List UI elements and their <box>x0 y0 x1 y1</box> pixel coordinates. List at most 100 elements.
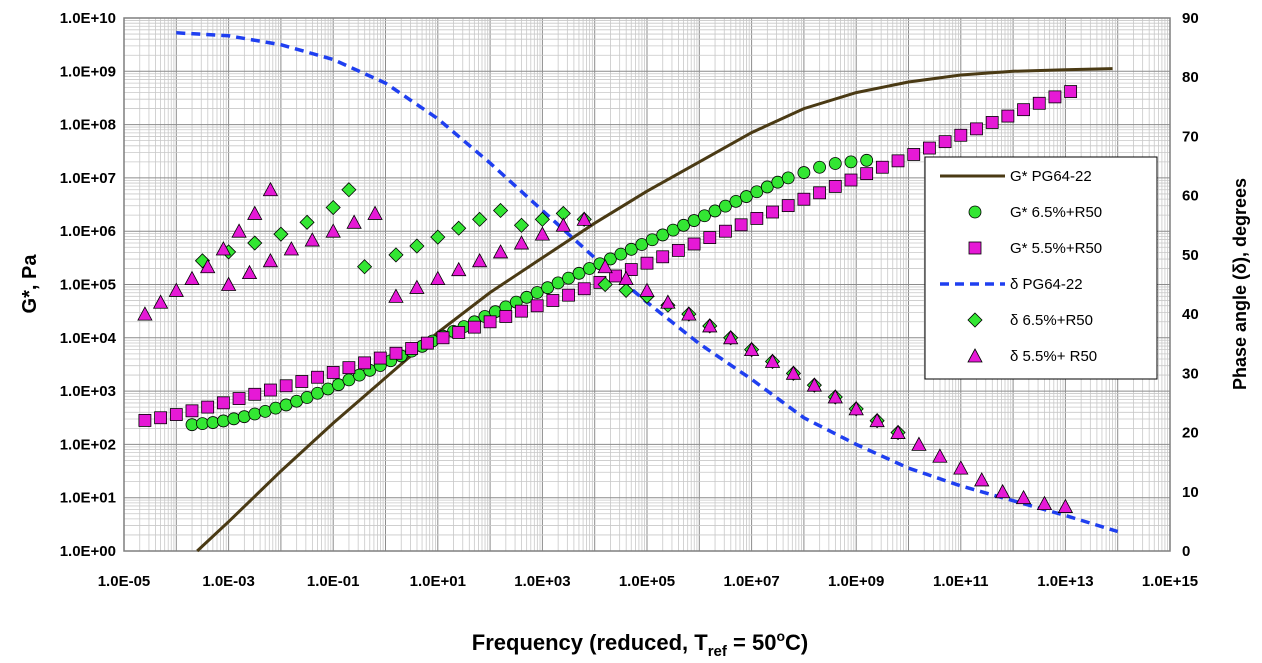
x-tick-label: 1.0E+09 <box>828 573 884 590</box>
data-point <box>645 233 659 247</box>
series-2 <box>185 153 874 432</box>
y-tick-label: 1.0E+08 <box>60 117 116 134</box>
data-point <box>666 223 680 237</box>
data-point <box>923 141 936 155</box>
data-point <box>869 412 885 428</box>
data-point <box>420 336 434 350</box>
data-point <box>436 331 450 345</box>
data-point <box>875 160 889 174</box>
y-tick-label: 1.0E+07 <box>60 170 116 187</box>
data-point <box>656 250 670 264</box>
data-point <box>389 346 403 360</box>
data-point <box>860 153 874 167</box>
data-point <box>635 238 649 251</box>
data-point <box>1001 109 1015 123</box>
data-point <box>341 182 357 198</box>
x-tick-label: 1.0E+05 <box>619 573 675 590</box>
data-point <box>405 342 419 355</box>
data-point <box>656 228 670 242</box>
y2-tick-label: 40 <box>1182 306 1199 323</box>
data-point <box>262 181 279 197</box>
legend-marker-swatch <box>968 241 982 255</box>
data-point <box>299 214 315 230</box>
data-point <box>624 263 638 276</box>
y-axis-label: G*, Pa <box>19 254 41 314</box>
data-point <box>342 361 356 375</box>
data-point <box>247 205 263 220</box>
legend-marker-swatch <box>967 348 983 363</box>
y2-tick-label: 10 <box>1182 484 1199 501</box>
data-point <box>311 370 324 384</box>
data-point <box>201 400 215 414</box>
data-point <box>326 366 340 379</box>
data-point <box>264 383 277 397</box>
data-point <box>640 256 654 270</box>
data-point <box>169 408 183 421</box>
data-point <box>472 211 488 227</box>
data-point <box>734 218 748 232</box>
data-point <box>1017 103 1030 117</box>
data-point <box>555 217 571 232</box>
data-point <box>618 282 634 298</box>
data-point <box>785 365 802 380</box>
y2-tick-label: 0 <box>1182 543 1190 560</box>
y2-tick-label: 30 <box>1182 365 1199 382</box>
data-point <box>828 180 842 193</box>
data-point <box>681 306 697 321</box>
data-point <box>698 209 711 223</box>
data-point <box>215 241 232 256</box>
data-point <box>603 252 617 266</box>
data-point <box>515 304 528 318</box>
data-point <box>766 205 779 219</box>
data-point <box>687 214 701 227</box>
data-point <box>1036 495 1053 511</box>
y2-tick-label: 80 <box>1182 69 1199 86</box>
x-tick-label: 1.0E+03 <box>514 573 570 590</box>
data-point <box>970 122 983 136</box>
data-point <box>797 192 811 206</box>
data-point <box>325 223 341 238</box>
data-point <box>534 226 551 241</box>
data-point <box>247 235 263 251</box>
data-point <box>723 329 739 345</box>
data-point <box>660 294 676 309</box>
y-axis-ticks: 1.0E+00 1.0E+01 1.0E+02 1.0E+03 1.0E+04 1.0E+… <box>60 10 117 560</box>
y-tick-label: 1.0E+04 <box>60 330 117 347</box>
data-point <box>781 171 795 185</box>
data-point <box>797 166 811 179</box>
data-point <box>848 401 864 416</box>
data-point <box>618 270 634 285</box>
data-point <box>932 448 948 463</box>
y2-tick-label: 90 <box>1182 10 1199 27</box>
data-point <box>357 259 373 275</box>
data-point <box>1057 498 1074 513</box>
x-tick-label: 1.0E+13 <box>1037 573 1093 590</box>
y-tick-label: 1.0E+10 <box>60 10 116 27</box>
data-point <box>572 266 586 280</box>
data-point <box>1064 85 1078 98</box>
data-point <box>373 351 387 365</box>
y-tick-label: 1.0E+03 <box>60 383 116 400</box>
data-point <box>1015 489 1032 505</box>
data-point <box>985 116 999 129</box>
data-point <box>367 205 383 220</box>
y-tick-label: 1.0E+01 <box>60 490 116 507</box>
data-point <box>1048 90 1062 104</box>
data-point <box>907 148 921 161</box>
data-point <box>719 224 732 238</box>
data-point <box>546 294 560 307</box>
data-point <box>739 190 753 203</box>
data-point <box>624 242 638 256</box>
data-point <box>138 414 152 427</box>
x-tick-label: 1.0E-03 <box>202 573 255 590</box>
data-point <box>551 276 565 290</box>
x-tick-label: 1.0E+11 <box>933 573 988 590</box>
data-point <box>938 135 952 149</box>
data-point <box>750 185 764 199</box>
data-point <box>703 231 717 244</box>
y-tick-label: 1.0E+09 <box>60 63 116 80</box>
data-point <box>468 320 481 334</box>
data-point <box>530 286 544 299</box>
data-point <box>231 223 247 238</box>
data-point <box>346 214 362 229</box>
